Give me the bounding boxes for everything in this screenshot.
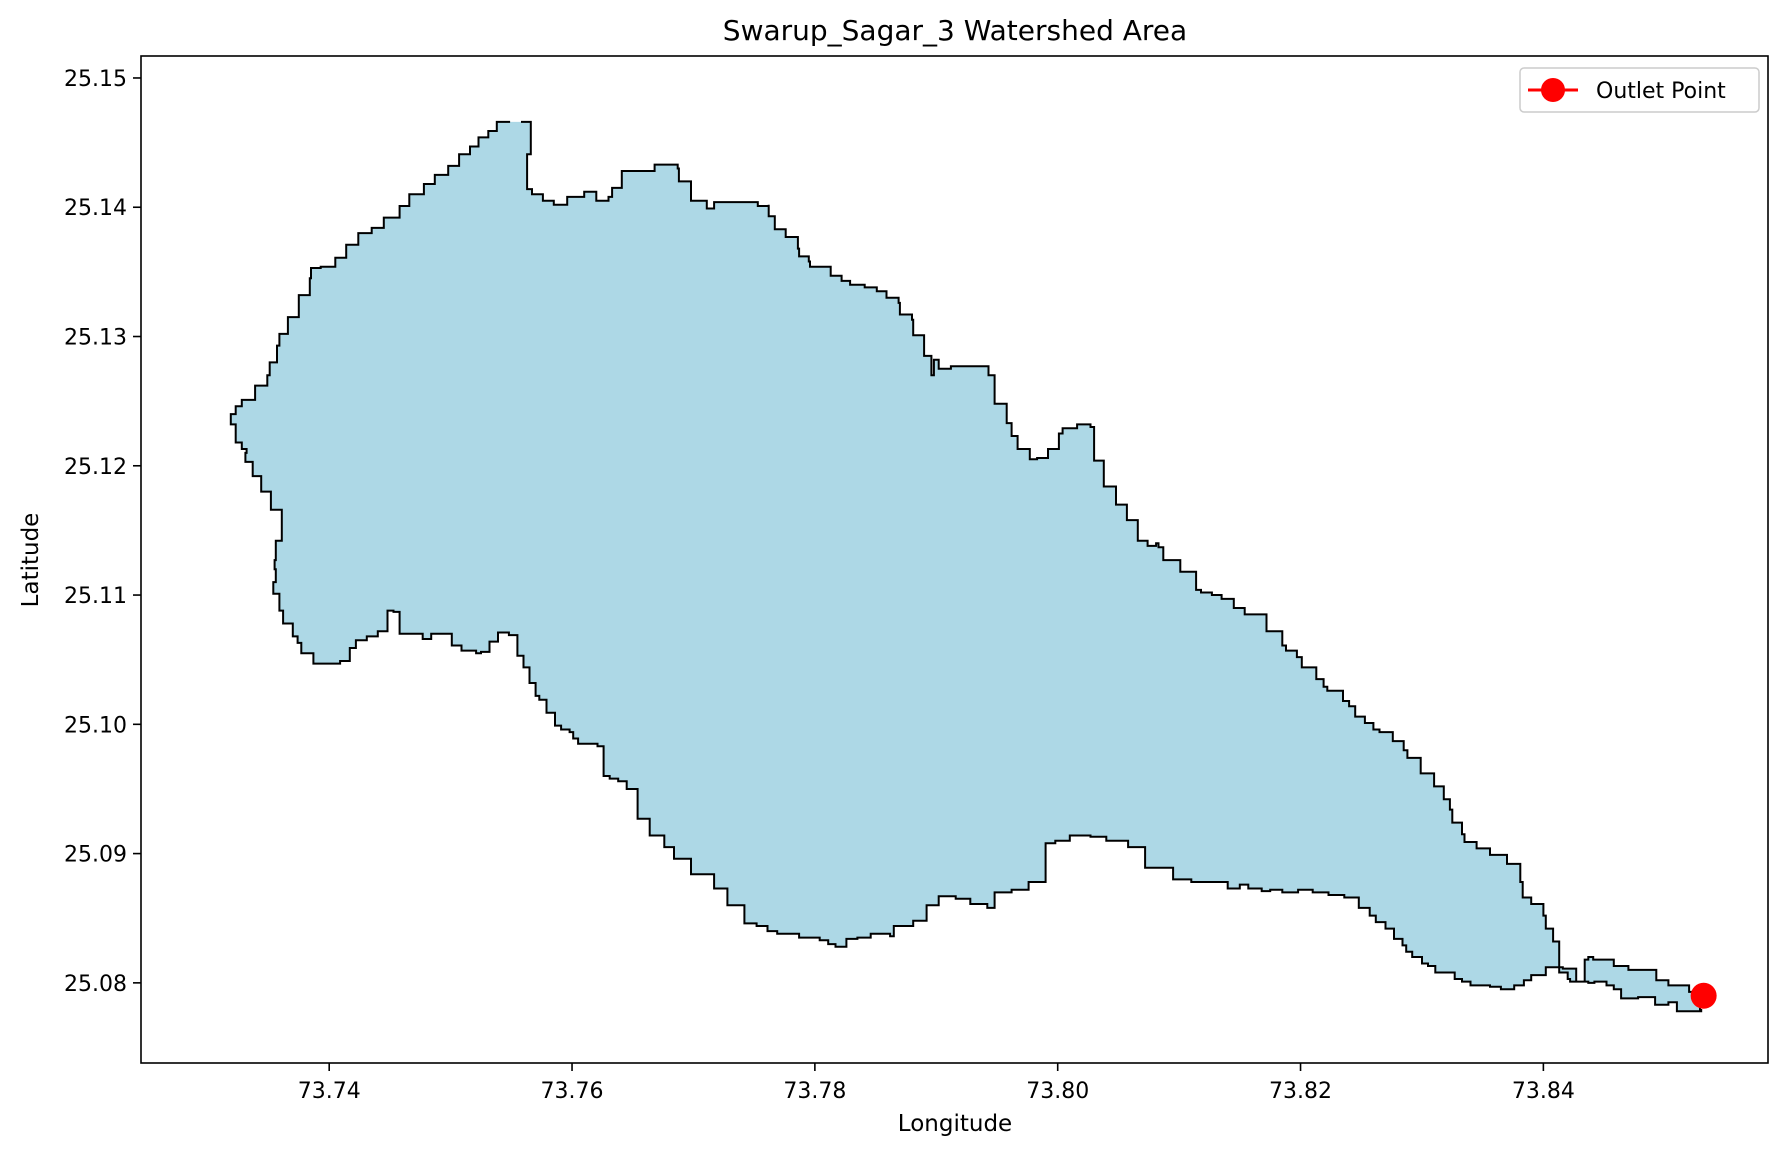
- y-tick-label: 25.08: [64, 972, 127, 997]
- y-tick-label: 25.09: [64, 843, 127, 868]
- y-tick-label: 25.13: [64, 326, 127, 351]
- legend-label-outlet-point: Outlet Point: [1596, 79, 1726, 104]
- y-tick-label: 25.10: [64, 713, 127, 738]
- x-tick-label: 73.82: [1269, 1079, 1332, 1104]
- y-tick-label: 25.11: [64, 584, 127, 609]
- legend: Outlet Point: [1519, 67, 1760, 113]
- legend-frame: [1519, 67, 1760, 113]
- watershed-polygon: [229, 120, 1703, 1013]
- y-tick-label: 25.14: [64, 196, 127, 221]
- chart-title: Swarup_Sagar_3 Watershed Area: [723, 14, 1187, 47]
- x-axis-label: Longitude: [898, 1111, 1012, 1137]
- x-tick-label: 73.78: [783, 1079, 846, 1104]
- x-tick-label: 73.84: [1512, 1079, 1575, 1104]
- y-tick-label: 25.15: [64, 67, 127, 92]
- y-axis-label: Latitude: [18, 513, 44, 608]
- x-tick-label: 73.76: [541, 1079, 604, 1104]
- outlet-point-marker: [1690, 982, 1717, 1009]
- legend-marker: [1541, 78, 1565, 102]
- x-tick-label: 73.74: [298, 1079, 361, 1104]
- x-axis: 73.74 73.76 73.78 73.80 73.82 73.84: [298, 1063, 1575, 1104]
- y-tick-label: 25.12: [64, 455, 127, 480]
- y-axis: 25.08 25.09 25.10 25.11 25.12 25.13 25.14 25.15: [64, 67, 141, 997]
- plot-area: [229, 120, 1717, 1013]
- axes-frame: [140, 55, 1769, 1064]
- x-tick-label: 73.80: [1026, 1079, 1089, 1104]
